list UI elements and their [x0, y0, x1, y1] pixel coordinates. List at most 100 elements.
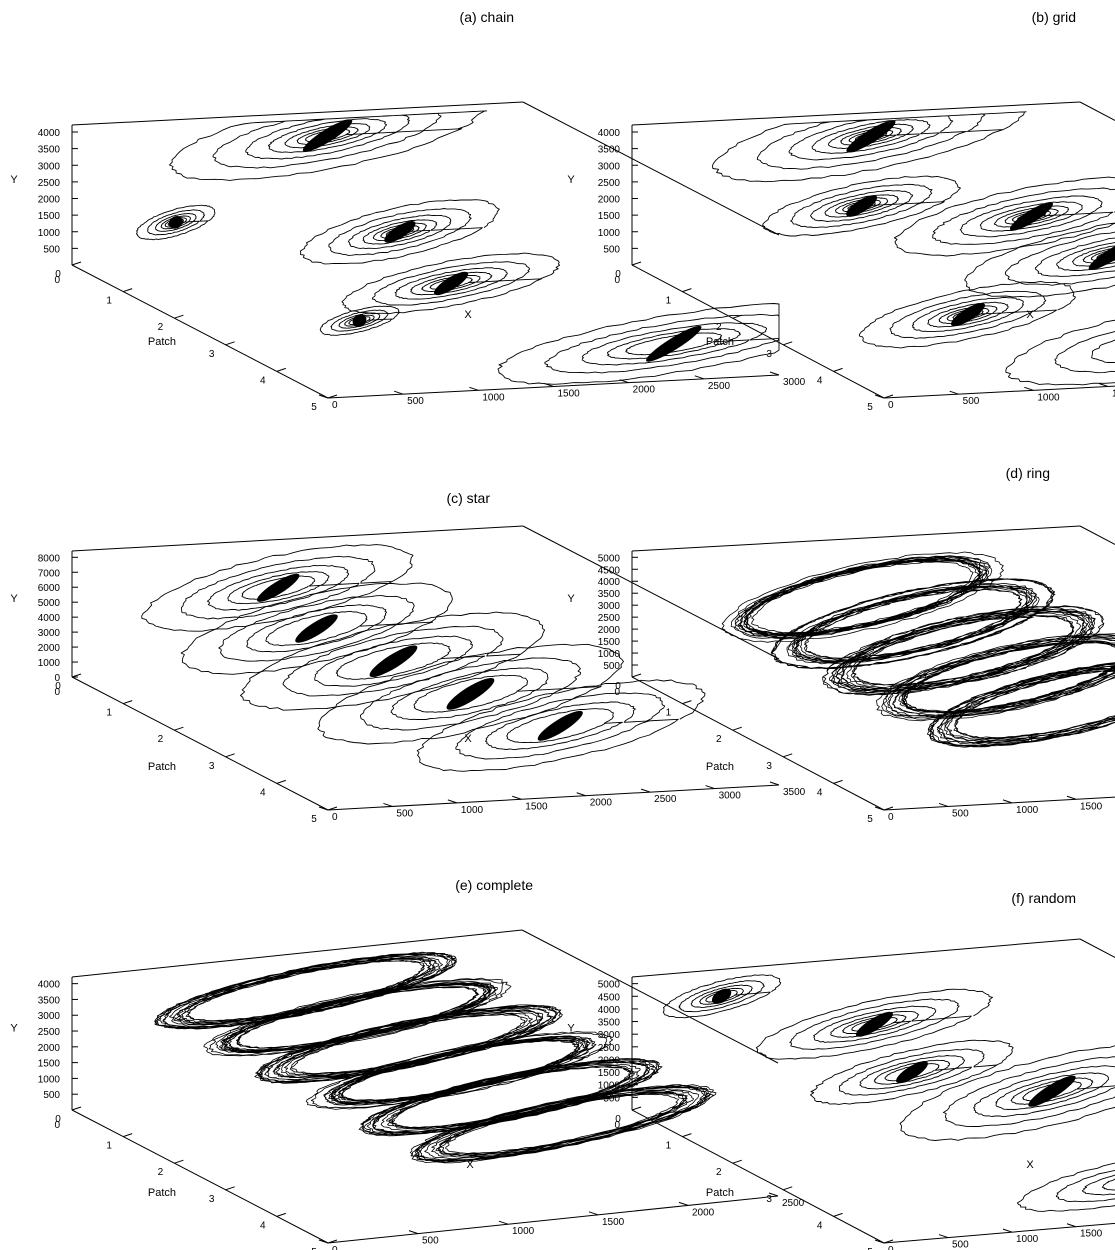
x-tick-label: 2000: [633, 385, 656, 396]
y-tick-label: 3000: [598, 161, 621, 172]
x-axis: [883, 385, 1115, 399]
y-tick-label: 1000: [598, 649, 621, 660]
y-tick-label: 0: [54, 673, 60, 684]
patch-tick-label: 1: [106, 708, 112, 719]
origin-tick-label: 0: [54, 687, 60, 698]
y-tick-label: 3000: [598, 601, 621, 612]
patch-tick: [174, 726, 184, 731]
patch-tick: [631, 673, 642, 678]
back-top-edge: [71, 525, 524, 552]
y-tick-label: 2500: [38, 178, 61, 189]
back-top-edge: [631, 938, 1081, 978]
origin-tick-label: 0: [54, 1120, 60, 1131]
y-tick-label: 1500: [598, 637, 621, 648]
x-tick-label: 500: [407, 396, 424, 407]
x-tick: [1098, 383, 1109, 387]
patch-tick-label: 0: [615, 681, 621, 692]
x-tick-label: 500: [952, 1240, 969, 1250]
patch-axis: [71, 676, 329, 811]
patch-tick: [883, 806, 894, 811]
orbit-patch-1: [203, 977, 512, 1057]
orbit-patch-0: [721, 551, 1004, 643]
y-tick-label: 5000: [598, 553, 621, 564]
x-axis: [327, 784, 780, 811]
x-tick-label: 3000: [719, 791, 742, 802]
x-tick: [469, 386, 479, 391]
orbit-core-patch-0: [846, 120, 896, 153]
orbit-core-patch-1: [846, 195, 878, 217]
orbit-core-patch-2: [896, 1061, 928, 1084]
patch-tick-label: 4: [817, 375, 823, 386]
x-tick-label: 1500: [1112, 389, 1115, 400]
patch-tick-label: 1: [666, 708, 672, 719]
y-tick-label: 4000: [598, 128, 621, 139]
patch-tick-label: 3: [209, 1194, 215, 1205]
patch-axis-label: Patch: [706, 336, 734, 348]
patch-tick-label: 4: [260, 787, 266, 798]
origin-tick-label: 0: [614, 275, 620, 286]
x-tick-label: 2500: [782, 1198, 805, 1209]
y-tick-label: 1500: [598, 211, 621, 222]
orbit-patch-4: [926, 662, 1115, 748]
x-tick: [640, 788, 651, 793]
patch-tick-label: 1: [106, 1141, 112, 1152]
x-tick: [394, 390, 404, 395]
back-top-edge: [1079, 101, 1115, 122]
y-tick-label: 1000: [38, 228, 61, 239]
orbit-patch-2: [254, 1004, 563, 1084]
x-axis-label: X: [1026, 1159, 1034, 1171]
patch-tick: [276, 367, 286, 372]
patch-tick-label: 5: [867, 402, 873, 413]
patch-tick: [225, 1186, 235, 1191]
orbit-patch-2: [810, 1039, 1014, 1105]
x-tick-label: 0: [888, 812, 894, 823]
patch-tick: [225, 753, 235, 758]
orbit-patch-4: [416, 679, 706, 772]
patch-tick-label: 5: [867, 814, 873, 825]
orbit-core-patch-3: [446, 677, 495, 710]
back-top-edge: [71, 929, 523, 978]
patch-tick-label: 0: [615, 1114, 621, 1125]
patch-tick: [783, 1186, 793, 1191]
x-tick: [408, 1230, 419, 1235]
panel-f: (f) random 012345Patch050010001500200025…: [567, 890, 1115, 1250]
y-tick-label: 2500: [598, 1043, 621, 1054]
patch-tick-label: 2: [716, 322, 722, 333]
patch-axis-label: Patch: [706, 1187, 734, 1199]
orbit-patch-1: [770, 578, 1056, 670]
patch-tick: [123, 288, 133, 293]
patch-tick: [833, 367, 843, 372]
origin-tick-label: 0: [54, 275, 60, 286]
patch-tick-label: 2: [716, 1167, 722, 1178]
x-tick-label: 1000: [461, 805, 484, 816]
x-tick: [576, 792, 586, 797]
patch-tick: [327, 806, 338, 811]
patch-tick: [682, 1133, 692, 1138]
patch-axis-label: Patch: [148, 1187, 176, 1199]
x-tick: [938, 1234, 949, 1239]
x-axis: [327, 1195, 779, 1244]
x-tick-label: 1000: [512, 1226, 535, 1237]
back-top-edge: [1079, 938, 1115, 959]
orbit-core-patch-0: [256, 573, 300, 602]
x-tick-label: 1500: [602, 1217, 625, 1228]
orbit-patch-1: [755, 988, 993, 1060]
orbit-patch-2: [893, 176, 1115, 257]
x-tick-label: 500: [396, 808, 413, 819]
y-axis-label: Y: [10, 174, 18, 186]
x-tick: [1002, 799, 1013, 804]
y-tick-label: 500: [43, 244, 60, 255]
patch-tick: [833, 1212, 843, 1217]
patch-tick: [682, 700, 692, 705]
x-tick-label: 1000: [1016, 805, 1039, 816]
x-tick-label: 3000: [783, 377, 806, 388]
patch-axis-label: Patch: [706, 761, 734, 773]
orbit-patch-4: [319, 305, 400, 336]
y-tick-label: 4000: [38, 128, 61, 139]
y-tick-label: 3500: [598, 145, 621, 156]
orbit-core-patch-1: [168, 216, 183, 229]
x-tick: [769, 371, 780, 376]
x-tick-label: 500: [422, 1236, 439, 1247]
